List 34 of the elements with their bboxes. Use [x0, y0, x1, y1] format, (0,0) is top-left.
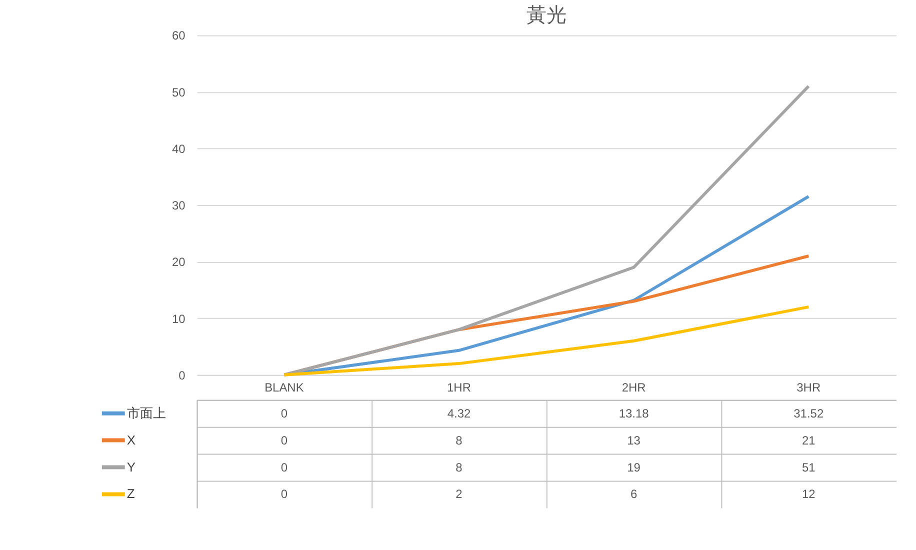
data-label: 13 — [627, 433, 641, 448]
data-label: 51 — [802, 460, 816, 474]
chart-title: 黃光 — [526, 4, 566, 26]
data-label: 6 — [630, 487, 638, 502]
data-label: 4.32 — [447, 406, 471, 420]
data-label: 19 — [627, 460, 641, 474]
data-label: 12 — [802, 487, 816, 502]
legend-label: Z — [126, 486, 135, 502]
data-label: 31.52 — [794, 406, 824, 420]
legend-label: X — [126, 432, 136, 448]
data-label: 0 — [280, 460, 288, 474]
data-label: 8 — [456, 460, 463, 474]
data-label: 13.18 — [618, 406, 650, 420]
data-label: 2 — [456, 487, 463, 502]
line-series — [282, 305, 810, 376]
data-label: 0 — [280, 487, 288, 502]
legend-label: Y — [126, 459, 136, 474]
data-label: 0 — [280, 433, 288, 448]
x-tick-label: BLANK — [264, 380, 304, 394]
y-tick-label: 20 — [172, 255, 186, 270]
y-tick-label: 40 — [172, 142, 186, 156]
y-tick-label: 30 — [172, 198, 186, 213]
y-tick-label: 0 — [178, 368, 186, 382]
data-label: 21 — [802, 433, 816, 448]
x-tick-label: 3HR — [796, 380, 821, 394]
data-label: 0 — [280, 406, 288, 420]
x-tick-label: 1HR — [447, 380, 472, 394]
x-tick-label: 2HR — [622, 380, 646, 394]
legend-label: 市面上 — [126, 405, 166, 420]
data-label: 8 — [456, 433, 463, 448]
y-tick-label: 50 — [172, 85, 186, 100]
y-tick-label: 60 — [172, 28, 186, 43]
y-tick-label: 10 — [172, 312, 186, 326]
line-series — [282, 84, 810, 376]
